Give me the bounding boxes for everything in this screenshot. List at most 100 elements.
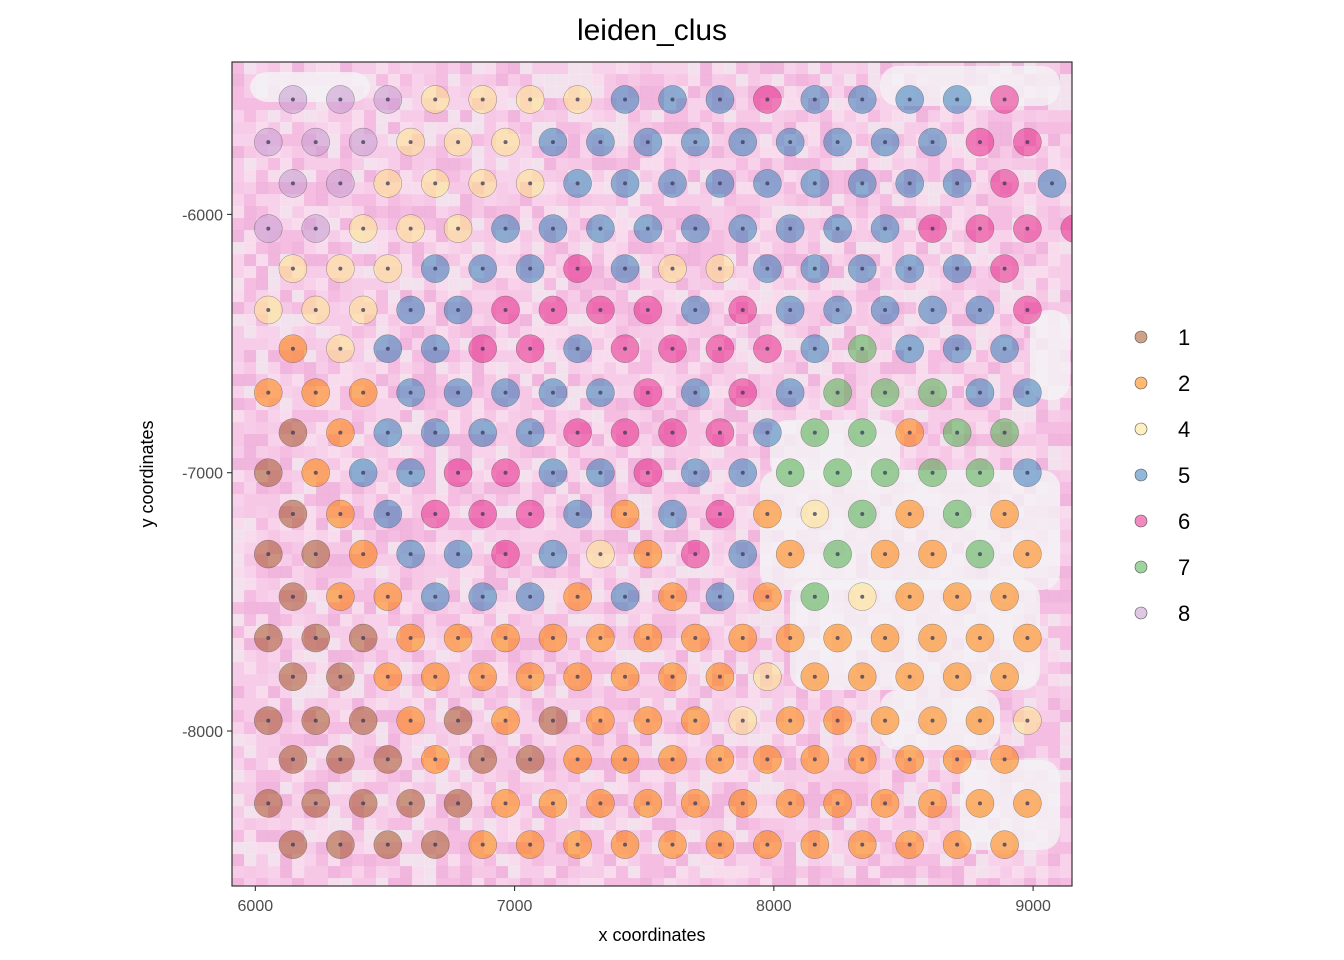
tissue-cell [664, 806, 677, 819]
tissue-cell [388, 782, 401, 795]
tissue-cell [1000, 386, 1013, 399]
tissue-cell [424, 698, 437, 711]
tissue-cell [232, 530, 245, 543]
tissue-cell [568, 806, 581, 819]
tissue-cell [904, 794, 917, 807]
tissue-cell [460, 854, 473, 867]
tissue-cell [592, 758, 605, 771]
tissue-cell [460, 326, 473, 339]
tissue-cell [856, 62, 869, 75]
tissue-cell [940, 770, 953, 783]
tissue-cell [568, 554, 581, 567]
tissue-cell [376, 206, 389, 219]
tissue-cell [436, 74, 449, 87]
tissue-cell [352, 350, 365, 363]
tissue-cell [796, 734, 809, 747]
spot-center-dot [480, 97, 485, 102]
tissue-cell [1048, 134, 1061, 147]
tissue-cell [352, 842, 365, 855]
tissue-cell [472, 638, 485, 651]
tissue-cell [388, 242, 401, 255]
tissue-cell [328, 626, 341, 639]
tissue-cell [700, 878, 713, 886]
spot-cluster-6 [990, 169, 1019, 198]
tissue-cell [244, 362, 257, 375]
tissue-cell [244, 470, 257, 483]
tissue-cell [268, 254, 281, 267]
spot-cluster-5 [1037, 169, 1067, 198]
tissue-cell [412, 170, 425, 183]
tissue-cell [772, 878, 785, 886]
tissue-cell [736, 830, 749, 843]
tissue-cell [568, 314, 581, 327]
tissue-cell [1060, 662, 1072, 675]
tissue-cell [232, 218, 245, 231]
tissue-cell [640, 590, 653, 603]
tissue-cell [244, 590, 257, 603]
tissue-cell [640, 818, 653, 831]
tissue-cell [508, 494, 521, 507]
tissue-cell [712, 398, 725, 411]
tissue-cell [352, 674, 365, 687]
tissue-cell [280, 806, 293, 819]
tissue-cell [244, 818, 257, 831]
tissue-cell [688, 830, 701, 843]
tissue-cell [1060, 806, 1072, 819]
tissue-cell [916, 770, 929, 783]
tissue-cell [616, 866, 629, 879]
tissue-cell [568, 242, 581, 255]
tissue-cell [976, 878, 989, 886]
tissue-cell [604, 770, 617, 783]
tissue-cell [412, 746, 425, 759]
tissue-cell [328, 530, 341, 543]
tissue-cell [628, 410, 641, 423]
tissue-cell [256, 362, 269, 375]
tissue-cell [568, 482, 581, 495]
tissue-cell [268, 734, 281, 747]
tissue-cell [472, 446, 485, 459]
tissue-cell [700, 206, 713, 219]
tissue-cell [400, 866, 413, 879]
tissue-cell [484, 158, 497, 171]
tissue-cell [280, 230, 293, 243]
tissue-cell [304, 734, 317, 747]
tissue-cell [304, 422, 317, 435]
tissue-cell [892, 362, 905, 375]
tissue-cell [808, 146, 821, 159]
tissue-cell [640, 614, 653, 627]
tissue-cell [952, 398, 965, 411]
tissue-cell [292, 218, 305, 231]
tissue-cell [400, 614, 413, 627]
tissue-cell [352, 506, 365, 519]
tissue-cell [700, 566, 713, 579]
tissue-cell [676, 122, 689, 135]
tissue-cell [232, 842, 245, 855]
spot-center-dot [693, 140, 698, 145]
tissue-cell [760, 782, 773, 795]
spot-cluster-5 [610, 85, 640, 114]
tissue-cell [292, 458, 305, 471]
tissue-cell [1048, 434, 1061, 447]
tissue-cell [640, 854, 653, 867]
spot-cluster-4 [373, 169, 403, 198]
tissue-cell [988, 122, 1001, 135]
tissue-cell [352, 278, 365, 291]
tissue-cell [244, 734, 257, 747]
tissue-cell [664, 866, 677, 879]
tissue-cell [832, 278, 845, 291]
spot-center-dot [765, 181, 770, 186]
tissue-cell [232, 698, 245, 711]
tissue-cell [244, 806, 257, 819]
tissue-cell [232, 782, 245, 795]
tissue-cell [712, 554, 725, 567]
tissue-cell [508, 698, 521, 711]
tissue-cell [988, 158, 1001, 171]
tissue-cell [652, 878, 665, 886]
tissue-cell [904, 374, 917, 387]
tissue-cell [448, 578, 461, 591]
tissue-cell [352, 854, 365, 867]
tissue-cell [376, 134, 389, 147]
tissue-cell [340, 866, 353, 879]
tissue-cell [808, 314, 821, 327]
